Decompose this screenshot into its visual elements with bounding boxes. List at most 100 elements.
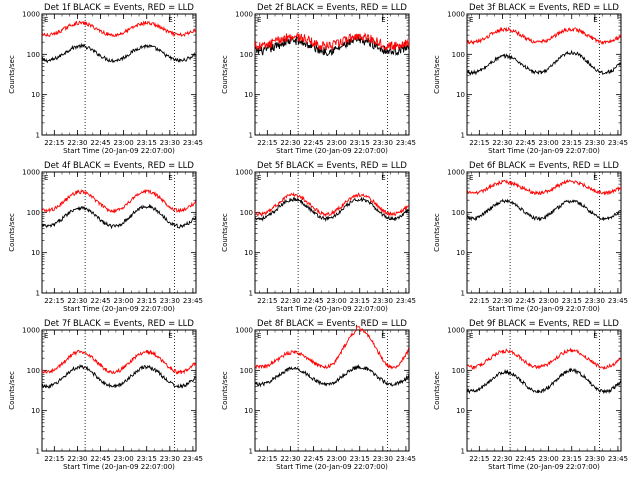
x-tick-label: 22:30	[492, 455, 512, 463]
plot-frame	[41, 13, 197, 136]
lld-series-line	[42, 349, 196, 375]
events-series-line	[42, 363, 196, 389]
x-tick-label: 23:45	[183, 455, 203, 463]
plot-frame	[41, 329, 197, 452]
y-tick-label: 100	[240, 209, 253, 217]
x-tick-label: 23:30	[373, 139, 393, 147]
x-tick-label: 22:15	[469, 455, 489, 463]
x-tick-label: 23:30	[160, 455, 180, 463]
y-tick-label: 1000	[22, 169, 40, 177]
x-tick-label: 22:15	[469, 297, 489, 305]
x-tick-label: 22:45	[303, 455, 323, 463]
y-tick-label: 1000	[235, 11, 253, 19]
events-series-line	[467, 198, 621, 222]
x-tick-label: 23:45	[608, 139, 628, 147]
lld-series-line	[42, 20, 196, 38]
x-tick-label: 22:30	[67, 455, 87, 463]
y-axis-label: Counts/sec	[221, 213, 229, 252]
lld-series-line	[255, 326, 409, 370]
panel-1: Det 1f BLACK = Events, RED = LLD 1 10 100 10…	[8, 3, 203, 155]
annotation-label: E	[44, 174, 48, 182]
y-tick-label: 1	[461, 132, 465, 140]
x-tick-label: 22:30	[492, 139, 512, 147]
y-tick-label: 10	[31, 249, 40, 257]
x-tick-label: 23:30	[373, 455, 393, 463]
x-tick-label: 23:00	[114, 455, 134, 463]
x-axis-label: Start Time (20-Jan-09 22:07:00)	[63, 147, 175, 155]
annotation-label: E	[168, 16, 172, 24]
plot-frame	[41, 171, 197, 294]
y-axis-label: Counts/sec	[433, 55, 441, 94]
annotation-label: E	[257, 16, 261, 24]
x-tick-label: 22:15	[257, 139, 277, 147]
panel-title: Det 1f BLACK = Events, RED = LLD	[44, 3, 194, 13]
x-tick-label: 23:15	[137, 139, 157, 147]
x-axis-label: Start Time (20-Jan-09 22:07:00)	[63, 305, 175, 313]
lld-series-line	[467, 26, 621, 45]
y-tick-label: 1000	[235, 327, 253, 335]
y-tick-label: 100	[27, 209, 40, 217]
y-axis-label: Counts/sec	[8, 55, 16, 94]
x-tick-label: 22:45	[515, 455, 535, 463]
x-tick-label: 23:30	[160, 139, 180, 147]
annotation-label: E	[257, 174, 261, 182]
x-tick-label: 22:15	[257, 455, 277, 463]
x-tick-label: 22:15	[44, 297, 64, 305]
x-tick-label: 23:45	[183, 297, 203, 305]
plot-frame	[254, 13, 410, 136]
y-tick-label: 100	[240, 367, 253, 375]
x-tick-label: 22:30	[67, 297, 87, 305]
events-series-line	[42, 42, 196, 64]
y-tick-label: 1	[461, 290, 465, 298]
y-axis-label: Counts/sec	[433, 371, 441, 410]
annotation-label: E	[593, 16, 597, 24]
panel-title: Det 4f BLACK = Events, RED = LLD	[44, 161, 194, 171]
panel-title: Det 7f BLACK = Events, RED = LLD	[44, 319, 194, 329]
x-axis-label: Start Time (20-Jan-09 22:07:00)	[488, 147, 600, 155]
x-tick-label: 23:00	[327, 455, 347, 463]
annotation-label: E	[469, 16, 473, 24]
x-tick-label: 22:15	[257, 297, 277, 305]
panel-title: Det 5f BLACK = Events, RED = LLD	[257, 161, 407, 171]
x-tick-label: 23:15	[137, 297, 157, 305]
x-tick-label: 22:30	[280, 455, 300, 463]
plot-frame	[466, 13, 622, 136]
y-tick-label: 1	[36, 132, 40, 140]
lld-series-line	[255, 32, 409, 52]
x-tick-label: 23:00	[114, 139, 134, 147]
plot-frame	[466, 329, 622, 452]
lld-series-line	[42, 189, 196, 214]
panel-7: Det 7f BLACK = Events, RED = LLD 1 10 100 10…	[8, 319, 203, 471]
x-tick-label: 22:30	[67, 139, 87, 147]
x-tick-label: 23:45	[396, 297, 416, 305]
y-tick-label: 1000	[22, 327, 40, 335]
panel-title: Det 3f BLACK = Events, RED = LLD	[469, 3, 619, 13]
y-tick-label: 1000	[235, 169, 253, 177]
lld-series-line	[467, 179, 621, 196]
y-tick-label: 100	[240, 51, 253, 59]
y-axis-label: Counts/sec	[221, 55, 229, 94]
plot-frame	[254, 329, 410, 452]
x-axis-label: Start Time (20-Jan-09 22:07:00)	[63, 463, 175, 471]
panel-title: Det 6f BLACK = Events, RED = LLD	[469, 161, 619, 171]
x-tick-label: 23:00	[114, 297, 134, 305]
panel-6: Det 6f BLACK = Events, RED = LLD 1 10 100 10…	[433, 161, 628, 313]
panel-title: Det 8f BLACK = Events, RED = LLD	[257, 319, 407, 329]
panel-9: Det 9f BLACK = Events, RED = LLD 1 10 100 10…	[433, 319, 628, 471]
y-tick-label: 10	[31, 91, 40, 99]
y-axis-label: Counts/sec	[221, 371, 229, 410]
x-tick-label: 22:45	[515, 297, 535, 305]
y-tick-label: 1	[36, 290, 40, 298]
annotation-label: E	[593, 332, 597, 340]
x-tick-label: 23:30	[160, 297, 180, 305]
x-tick-label: 22:30	[492, 297, 512, 305]
annotation-label: E	[168, 332, 172, 340]
x-tick-label: 22:15	[44, 139, 64, 147]
annotation-label: E	[469, 332, 473, 340]
x-tick-label: 23:45	[396, 139, 416, 147]
y-tick-label: 100	[452, 209, 465, 217]
x-tick-label: 23:15	[350, 455, 370, 463]
annotation-label: E	[44, 332, 48, 340]
annotation-label: E	[593, 174, 597, 182]
